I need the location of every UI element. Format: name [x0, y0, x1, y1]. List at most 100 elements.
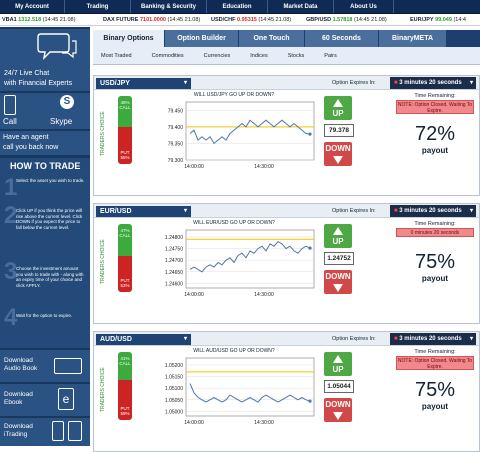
- up-button[interactable]: UP: [324, 96, 352, 120]
- tab-one-touch[interactable]: One Touch: [239, 30, 305, 47]
- phone-icon: [4, 95, 16, 115]
- subtab-currencies[interactable]: Currencies: [203, 52, 231, 59]
- asset-panel: EUR/USD ▾ Option Expires In: ■ 3 minutes …: [93, 203, 480, 324]
- current-price: 79.378: [324, 124, 354, 137]
- nav-trading[interactable]: Trading: [65, 0, 131, 13]
- x-tick-label: 14:30:00: [254, 292, 274, 298]
- option-expires-label: Option Expires In:: [332, 80, 376, 86]
- y-tick-label: 1.24650: [165, 270, 183, 276]
- x-tick-label: 14:00:00: [184, 164, 204, 170]
- put-percent: PUT 53%: [120, 278, 130, 288]
- x-tick-label: 14:30:00: [254, 164, 274, 170]
- nav-banking-security[interactable]: Banking & Security: [131, 0, 207, 13]
- download-audio-book[interactable]: Download Audio Book: [0, 350, 90, 382]
- option-expires-label: Option Expires In:: [332, 208, 376, 214]
- last-price-point: [308, 399, 312, 403]
- asset-header: USD/JPY ▾ Option Expires In: ■ 3 minutes …: [94, 76, 479, 90]
- tab-binary-options[interactable]: Binary Options: [93, 30, 165, 47]
- download-itrading-label: Download iTrading: [4, 423, 33, 438]
- ticker-item[interactable]: USD/CHF 0.95315 (14:45 21.08): [211, 17, 292, 23]
- down-button[interactable]: DOWN: [324, 142, 352, 166]
- live-chat-banner[interactable]: 24/7 Live Chat with Financial Experts: [0, 29, 90, 91]
- step-text: Select the asset you wish to trade.: [16, 178, 85, 183]
- y-tick-label: 1.05000: [165, 409, 183, 415]
- tablet-icon: [68, 421, 82, 441]
- question-text: WILL AUD/USD GO UP OR DOWN?: [193, 348, 275, 354]
- status-box: 0 minutes 20 seconds: [396, 228, 474, 237]
- asset-select[interactable]: AUD/USD ▾: [96, 334, 191, 345]
- nav-about-us[interactable]: About Us: [334, 0, 394, 13]
- asset-select[interactable]: EUR/USD ▾: [96, 206, 191, 217]
- price-line: [189, 119, 311, 145]
- download-itrading[interactable]: Download iTrading: [0, 418, 90, 446]
- price-ticker: VBA1 1312.518 (14:45 21.08) DAX FUTURE 7…: [0, 14, 480, 26]
- skype-link[interactable]: Skype: [50, 117, 73, 126]
- put-bar: [118, 126, 132, 164]
- up-button[interactable]: UP: [324, 224, 352, 248]
- status-box: NOTE: Option Closed. Waiting To Expire.: [396, 100, 474, 114]
- y-tick-label: 1.05050: [165, 398, 183, 404]
- step-number: 2: [4, 202, 18, 229]
- y-tick-label: 1.05150: [165, 375, 183, 381]
- ticker-item[interactable]: VBA1 1312.518 (14:45 21.08): [2, 17, 76, 23]
- download-ebook[interactable]: Download Ebook e: [0, 384, 90, 416]
- nav-education[interactable]: Education: [207, 0, 268, 13]
- tab-60-seconds[interactable]: 60 Seconds: [305, 30, 379, 47]
- option-expires-label: Option Expires In:: [332, 336, 376, 342]
- y-tick-label: 1.24750: [165, 247, 183, 253]
- y-tick-label: 79.350: [168, 141, 184, 147]
- x-tick-label: 14:00:00: [184, 420, 204, 426]
- call-link[interactable]: Call: [3, 117, 17, 126]
- dropdown-icon: ▾: [183, 336, 187, 342]
- download-ebook-label: Download Ebook: [4, 391, 33, 406]
- y-tick-label: 79.300: [168, 158, 184, 164]
- traders-choice-meter: 45% CALL PUT 55%: [118, 96, 132, 164]
- ticker-item[interactable]: EUR/JPY 99.049 (14:4: [410, 17, 466, 23]
- subtab-indices[interactable]: Indices: [250, 52, 268, 59]
- ticker-item[interactable]: DAX FUTURE 7101.0000 (14:45 21.08): [103, 17, 201, 23]
- step-text: Choose the investment amount you wish to…: [16, 266, 84, 288]
- up-button[interactable]: UP: [324, 352, 352, 376]
- expiry-select[interactable]: ■ 3 minutes 20 seconds ▾: [390, 77, 476, 89]
- call-percent: 47% CALL: [119, 228, 131, 238]
- chat-bubble-icon: [37, 33, 77, 61]
- payout-label: payout: [421, 146, 449, 155]
- x-tick-label: 14:00:00: [184, 292, 204, 298]
- live-chat-title: 24/7 Live Chat: [4, 70, 50, 77]
- payout-value: 75%: [414, 251, 456, 273]
- ticker-item[interactable]: GBP/USD 1.57818 (14:45 21.08): [306, 17, 387, 23]
- question-text: WILL USD/JPY GO UP OR DOWN?: [193, 92, 275, 98]
- tab-option-builder[interactable]: Option Builder: [165, 30, 239, 47]
- callback-title: Have an agent: [3, 134, 49, 141]
- dropdown-icon: ▾: [183, 80, 187, 86]
- traders-choice-meter: 41% CALL PUT 59%: [118, 352, 132, 420]
- nav-market-data[interactable]: Market Data: [268, 0, 334, 13]
- y-tick-label: 79.400: [168, 125, 184, 131]
- step-text: Wait for the option to expire.: [16, 313, 73, 318]
- asset-select[interactable]: USD/JPY ▾: [96, 78, 191, 89]
- plot-area: [185, 357, 315, 417]
- subtab-stocks[interactable]: Stocks: [287, 52, 305, 59]
- expiry-marker-icon: ■: [394, 336, 400, 342]
- y-tick-label: 1.24600: [165, 281, 183, 287]
- step-number: 3: [4, 258, 18, 285]
- expiry-select[interactable]: ■ 3 minutes 20 seconds ▾: [390, 333, 476, 345]
- callback-banner[interactable]: Have an agent call you back now: [0, 131, 90, 155]
- down-button[interactable]: DOWN: [324, 398, 352, 422]
- how-to-trade-panel: HOW TO TRADE 1 Select the asset you wish…: [0, 158, 90, 348]
- call-bar: [118, 352, 132, 380]
- call-skype-banner: Call S Skype: [0, 93, 90, 129]
- put-bar: [118, 379, 132, 420]
- subtab-commodities[interactable]: Commodities: [151, 52, 184, 59]
- expiry-marker-icon: ■: [394, 208, 400, 214]
- expiry-select[interactable]: ■ 3 minutes 20 seconds ▾: [390, 205, 476, 217]
- down-button[interactable]: DOWN: [324, 270, 352, 294]
- asset-panel: USD/JPY ▾ Option Expires In: ■ 3 minutes …: [93, 75, 480, 196]
- callback-subtitle: call you back now: [3, 144, 59, 151]
- question-text: WILL EUR/USD GO UP OR DOWN?: [193, 220, 275, 226]
- nav-my-account[interactable]: My Account: [0, 0, 65, 13]
- subtab-most-traded[interactable]: Most Traded: [101, 52, 132, 59]
- subtab-pairs[interactable]: Pairs: [324, 52, 337, 59]
- status-box: NOTE: Option Closed. Waiting To Expire.: [396, 356, 474, 370]
- tab-binarymeta[interactable]: BinaryMETA: [379, 30, 447, 47]
